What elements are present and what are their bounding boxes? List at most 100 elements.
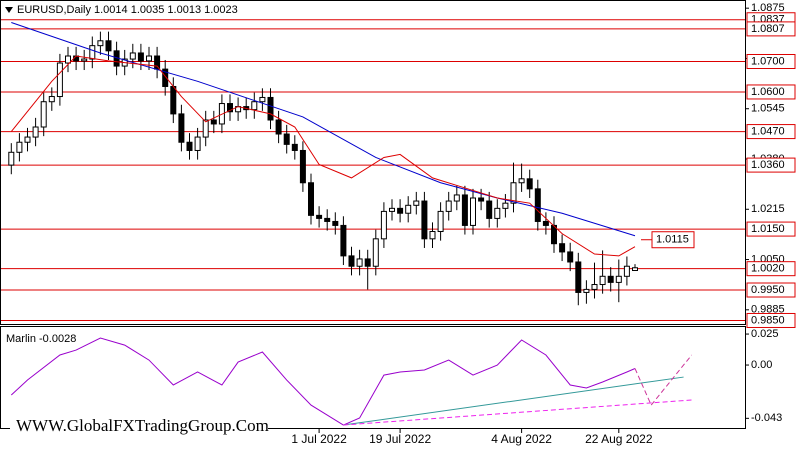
y-tick-label: 1.0545 [751, 103, 785, 115]
candle-body [526, 178, 533, 190]
level-label: 1.0470 [751, 125, 785, 137]
candle-body [478, 197, 485, 202]
level-label: 1.0360 [751, 159, 785, 171]
indicator-line [634, 354, 693, 407]
candle-body [534, 188, 541, 222]
level-box [746, 312, 796, 328]
y-tick-label: 0.9885 [751, 304, 785, 316]
candle-body [348, 255, 355, 267]
chart-title: EURUSD,Daily 1.0014 1.0035 1.0013 1.0023 [17, 4, 238, 16]
candle-body [210, 119, 217, 125]
candle-body [259, 96, 266, 103]
candle-body [559, 243, 566, 253]
candle-body [372, 238, 379, 267]
candle-body [453, 194, 460, 202]
candle-body [186, 141, 193, 151]
candle-body [324, 217, 331, 222]
level-label: 1.0150 [751, 223, 785, 235]
y-tick-label: 1.0215 [751, 203, 785, 215]
watermark: WWW.GlobalFXTradingGroup.Com [16, 416, 269, 435]
menu-triangle [5, 7, 13, 13]
candle-body [599, 275, 606, 286]
candle-body [364, 258, 371, 267]
indicator-line [10, 337, 636, 426]
price-label: 1.0115 [656, 234, 689, 246]
candle-body [421, 200, 428, 240]
candle-body [405, 204, 412, 214]
x-tick-label: 1 Jul 2022 [291, 432, 347, 446]
candle-body [194, 136, 201, 151]
x-tick-label: 19 Jul 2022 [369, 432, 431, 446]
candle-body [48, 96, 55, 103]
candle-body [486, 200, 493, 219]
level-box [746, 261, 796, 277]
candle-body [178, 113, 185, 143]
y-tick-label: -0.043 [751, 412, 782, 424]
candle-body [623, 265, 630, 277]
candle-body [105, 40, 112, 52]
indicator-line [343, 399, 692, 426]
candle-body [24, 136, 31, 143]
x-tick-label: 4 Aug 2022 [491, 432, 552, 446]
candle-body [583, 288, 590, 293]
candle-body [518, 178, 525, 184]
candle-body [332, 220, 339, 226]
level-label: 1.0807 [751, 23, 785, 35]
candle-body [227, 103, 233, 113]
candle-body [154, 55, 161, 70]
candle-body [129, 52, 136, 60]
x-tick-label: 22 Aug 2022 [585, 432, 653, 446]
candle-body [8, 151, 15, 166]
moving-average [10, 55, 636, 257]
candle-body [397, 207, 404, 214]
indicator-line [343, 376, 684, 426]
candle-body [470, 197, 476, 226]
candle-body [445, 200, 452, 212]
candle-body [429, 231, 436, 240]
level-label: 0.9950 [751, 284, 785, 296]
candle-body [251, 101, 258, 111]
candle-body [542, 220, 549, 226]
candle-body [81, 58, 88, 62]
candle-body [607, 275, 614, 283]
candle-body [170, 85, 177, 115]
candle-body [275, 119, 282, 135]
level-box [746, 221, 796, 237]
candle-body [316, 214, 323, 219]
price-pane [0, 0, 746, 325]
candle-body [16, 141, 23, 153]
candle-body [510, 182, 517, 204]
candle-body [380, 210, 387, 240]
level-label: 1.0020 [751, 263, 785, 275]
candle-body [494, 207, 501, 219]
level-label: 1.0600 [751, 86, 785, 98]
candle-body [567, 251, 574, 263]
candle-body [40, 101, 47, 128]
candle-body [97, 40, 104, 47]
candle-body [146, 55, 152, 62]
y-tick-label: 0.00 [751, 359, 772, 371]
level-box [746, 84, 796, 100]
candle-body [308, 182, 314, 216]
level-box [746, 21, 796, 37]
candle-body [162, 68, 169, 87]
watermark-box [10, 413, 268, 440]
candle-body [389, 207, 395, 212]
candle-body [283, 133, 290, 145]
candle-body [137, 52, 144, 62]
level-box [746, 53, 796, 69]
candle-body [413, 200, 420, 206]
level-label: 0.9850 [751, 314, 785, 326]
level-box [746, 124, 796, 140]
candle-body [591, 284, 598, 290]
candle-body [615, 275, 622, 283]
indicator-title: Marlin -0.0028 [6, 333, 76, 345]
indicator-pane [0, 326, 746, 429]
level-box [746, 157, 796, 173]
candle-body [32, 126, 39, 138]
candle-body [291, 143, 298, 151]
price-label-box [651, 231, 695, 249]
candle-body [461, 194, 468, 226]
candle-body [340, 224, 347, 257]
